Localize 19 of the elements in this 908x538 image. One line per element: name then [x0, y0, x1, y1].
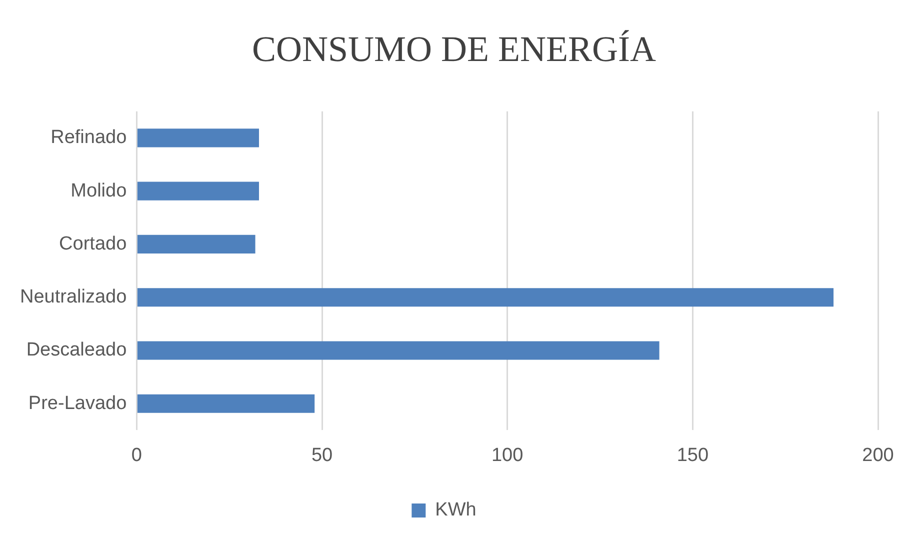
y-tick-label: Cortado: [59, 233, 127, 254]
x-tick-label: 200: [862, 444, 894, 466]
y-tick-label: Pre-Lavado: [28, 392, 127, 414]
x-tick-label: 0: [131, 444, 142, 466]
bar: [137, 288, 834, 307]
x-tick-label: 150: [676, 444, 709, 466]
y-tick-label: Refinado: [50, 127, 127, 148]
legend-label: KWh: [435, 500, 476, 521]
y-tick-label: Descaleado: [26, 340, 127, 361]
y-tick-label: Neutralizado: [20, 286, 127, 308]
bar: [137, 234, 256, 254]
bar: [137, 394, 315, 413]
chart-title: CONSUMO DE ENERGÍA: [251, 28, 657, 70]
bar: [137, 341, 660, 360]
bar: [137, 128, 259, 148]
bar: [137, 182, 259, 200]
x-tick-label: 50: [311, 444, 333, 466]
x-tick-label: 100: [491, 444, 524, 466]
y-tick-label: Molido: [70, 180, 127, 202]
